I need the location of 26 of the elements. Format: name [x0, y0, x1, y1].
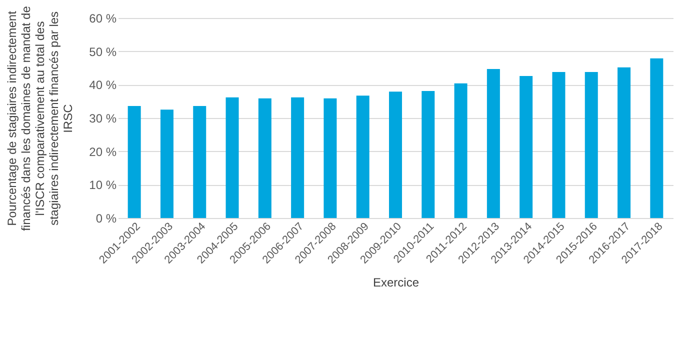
bar	[324, 98, 337, 218]
bar	[258, 98, 272, 218]
bar	[422, 91, 435, 218]
y-tick-label: 0 %	[96, 212, 117, 226]
bar	[520, 76, 533, 218]
y-tick-label: 10 %	[89, 178, 117, 192]
bar	[291, 97, 304, 218]
bar	[486, 69, 500, 218]
y-tick-label: 50 %	[89, 44, 117, 59]
bar	[356, 96, 370, 218]
y-axis-title: Pourcentage de stagiaires indirectement financés dans les domaines de mandat de l'ISCR comparativement au total des stagiaires indirectement financés par les IRSC	[5, 6, 76, 231]
bar	[584, 72, 598, 218]
bar	[650, 58, 664, 218]
bar	[226, 97, 239, 218]
bar	[389, 92, 402, 218]
bar	[454, 83, 468, 218]
y-tick-label: 40 %	[89, 78, 117, 92]
bar	[552, 72, 566, 218]
y-tick-label: 30 %	[89, 112, 117, 126]
bar	[128, 106, 141, 218]
bar	[618, 67, 631, 218]
y-tick-label: 60 %	[89, 12, 117, 26]
x-axis-title: Exercice	[372, 275, 420, 290]
bar	[160, 110, 174, 218]
bar	[193, 106, 206, 218]
y-tick-label: 20 %	[89, 144, 117, 159]
